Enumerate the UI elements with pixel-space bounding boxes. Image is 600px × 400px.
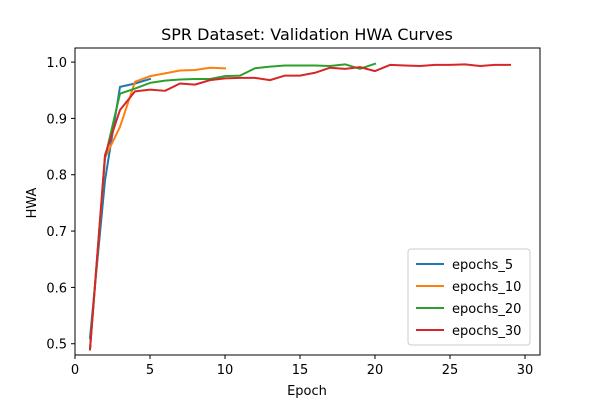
x-tick-label: 30 — [517, 363, 534, 378]
x-tick-label: 20 — [367, 363, 384, 378]
series-line-epochs_10 — [88, 66, 227, 351]
legend-box — [407, 248, 531, 346]
y-tick-label: 1.0 — [46, 56, 67, 71]
y-tick-label: 0.9 — [46, 112, 67, 127]
plot-area — [88, 62, 511, 351]
chart-title: SPR Dataset: Validation HWA Curves — [161, 25, 453, 44]
legend: epochs_5 epochs_10 epochs_20 epochs_30 — [407, 248, 531, 346]
y-axis-label: HWA — [25, 187, 40, 218]
y-tick-label: 0.8 — [46, 169, 67, 184]
x-tick-label: 15 — [292, 363, 309, 378]
y-axis: 0.5 0.6 0.7 0.8 0.9 1.0 — [46, 56, 75, 353]
x-tick-label: 0 — [71, 363, 79, 378]
plot-frame — [74, 47, 541, 356]
x-axis-label: Epoch — [287, 384, 327, 399]
y-tick-label: 0.7 — [46, 225, 67, 240]
legend-label: epochs_5 — [452, 258, 513, 273]
x-tick-label: 10 — [217, 363, 234, 378]
legend-label: epochs_30 — [452, 324, 521, 339]
y-tick-label: 0.6 — [46, 281, 67, 296]
legend-label: epochs_20 — [452, 302, 521, 317]
series-line-epochs_20 — [88, 62, 377, 351]
x-tick-label: 25 — [442, 363, 459, 378]
series-line-epochs_30 — [88, 63, 511, 351]
y-tick-label: 0.5 — [46, 338, 67, 353]
series-line-epochs_5 — [88, 77, 152, 340]
x-axis: 0 5 10 15 20 25 30 — [71, 355, 533, 378]
legend-label: epochs_10 — [452, 280, 521, 295]
x-tick-label: 5 — [146, 363, 154, 378]
